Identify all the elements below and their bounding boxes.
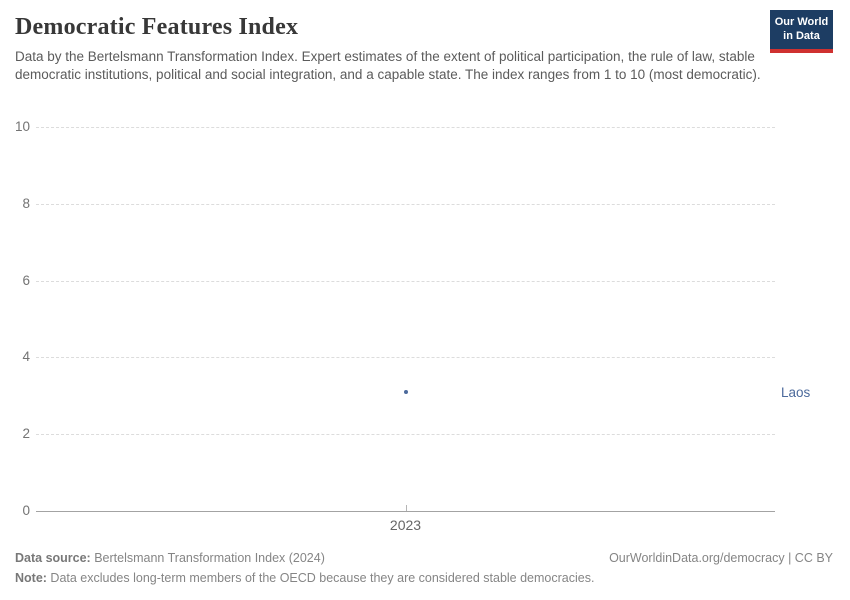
chart-title: Democratic Features Index <box>15 14 299 40</box>
owid-logo-text: Our World in Data <box>770 10 833 49</box>
y-tick-label-4: 4 <box>22 349 30 365</box>
chart-footer: Data source: Bertelsmann Transformation … <box>15 548 833 588</box>
gridline-8 <box>36 203 775 205</box>
data-source-text: Bertelsmann Transformation Index (2024) <box>90 551 325 565</box>
y-tick-label-0: 0 <box>22 503 30 518</box>
data-source-line: Data source: Bertelsmann Transformation … <box>15 548 325 568</box>
y-tick-label-10: 10 <box>14 119 30 134</box>
gridline-2 <box>36 434 775 436</box>
logo-line2: in Data <box>783 29 820 42</box>
gridline-6 <box>36 280 775 282</box>
gridline-10 <box>36 127 775 128</box>
note-label: Note: <box>15 571 47 585</box>
chart-subtitle: Data by the Bertelsmann Transformation I… <box>15 49 761 83</box>
gridline-4 <box>36 357 775 359</box>
data-source-label: Data source: <box>15 551 91 565</box>
chart-header: Democratic Features Index Data by the Be… <box>15 10 835 85</box>
footer-source-row: Data source: Bertelsmann Transformation … <box>15 548 833 568</box>
x-tick-mark <box>405 505 407 511</box>
logo-line1: Our World <box>774 16 829 28</box>
y-tick-label-2: 2 <box>22 426 30 442</box>
chart-canvas: 2023 Laos 0 2 4 6 8 10 <box>0 119 850 557</box>
footer-note-row: Note: Data excludes long-term members of… <box>15 568 833 588</box>
owid-logo: Our World in Data <box>770 10 833 53</box>
plot-area <box>36 127 775 512</box>
note-text: Data excludes long-term members of the O… <box>46 571 595 585</box>
attribution-link[interactable]: OurWorldinData.org/democracy | CC BY <box>609 551 833 565</box>
y-tick-label-6: 6 <box>22 272 30 288</box>
gridline-0 <box>36 511 775 512</box>
logo-red-bar <box>770 48 833 53</box>
entity-label-laos[interactable]: Laos <box>781 384 811 400</box>
data-point-laos[interactable] <box>403 389 408 394</box>
x-tick-label: 2023 <box>389 517 422 533</box>
y-tick-label-8: 8 <box>22 195 30 211</box>
